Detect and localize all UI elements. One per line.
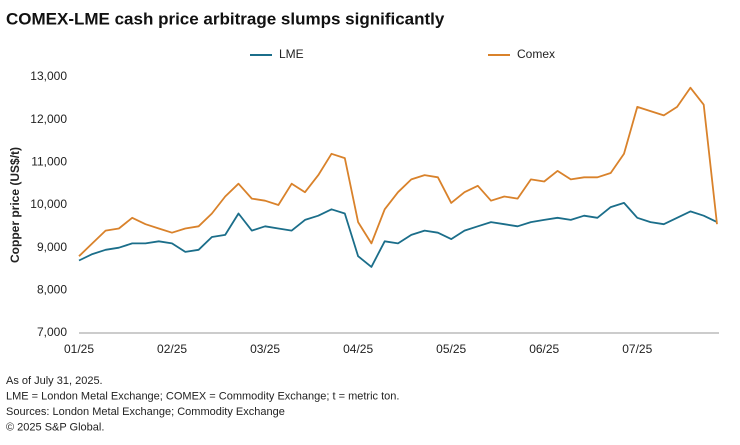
footnote: © 2025 S&P Global. bbox=[6, 421, 104, 433]
chart-title: COMEX-LME cash price arbitrage slumps si… bbox=[6, 9, 445, 28]
y-tick-label: 9,000 bbox=[37, 240, 67, 254]
x-tick-label: 03/25 bbox=[250, 342, 280, 356]
y-tick-label: 12,000 bbox=[30, 112, 67, 126]
line-series bbox=[78, 202, 718, 268]
x-tick-label: 04/25 bbox=[343, 342, 373, 356]
x-tick-label: 05/25 bbox=[436, 342, 466, 356]
legend-label: Comex bbox=[517, 47, 555, 61]
line-series bbox=[78, 86, 718, 257]
x-tick-label: 02/25 bbox=[157, 342, 187, 356]
y-axis-label: Copper price (US$/t) bbox=[8, 147, 22, 263]
y-tick-label: 8,000 bbox=[37, 283, 67, 297]
footnote: Sources: London Metal Exchange; Commodit… bbox=[6, 406, 285, 418]
footnote: LME = London Metal Exchange; COMEX = Com… bbox=[6, 390, 399, 402]
footnote: As of July 31, 2025. bbox=[6, 375, 103, 387]
x-tick-label: 07/25 bbox=[622, 342, 652, 356]
x-tick-label: 01/25 bbox=[64, 342, 94, 356]
y-tick-label: 13,000 bbox=[30, 69, 67, 83]
y-tick-label: 10,000 bbox=[30, 197, 67, 211]
x-tick-label: 06/25 bbox=[529, 342, 559, 356]
legend-label: LME bbox=[279, 47, 304, 61]
y-tick-label: 11,000 bbox=[31, 155, 67, 169]
y-tick-label: 7,000 bbox=[37, 325, 67, 339]
